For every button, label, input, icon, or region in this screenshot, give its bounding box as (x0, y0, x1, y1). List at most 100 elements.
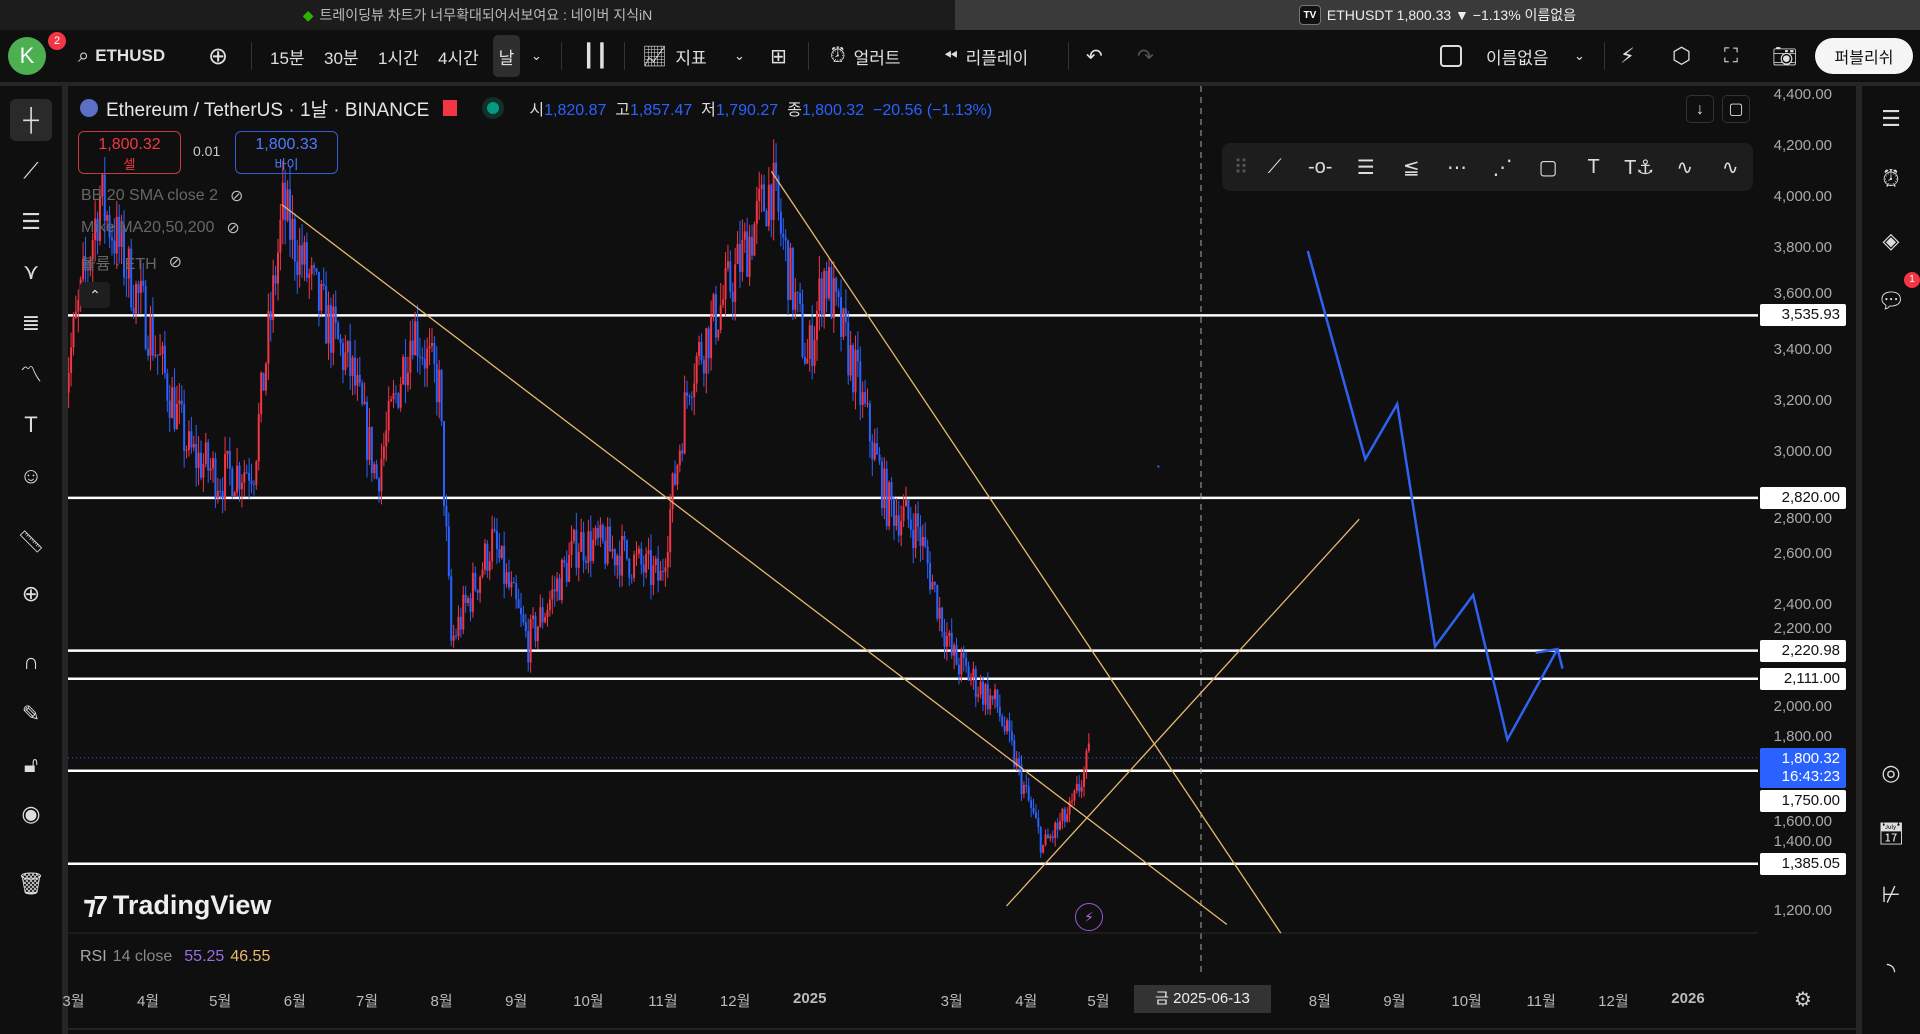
interval-30m[interactable]: 30분 (324, 48, 359, 68)
candle-body (1087, 743, 1090, 751)
bar-countdown: 16:43:23 (1781, 767, 1840, 785)
candle-body (238, 465, 241, 490)
trendline-tool[interactable]: ⟋ (10, 150, 52, 192)
candle-body (796, 292, 799, 294)
browser-tab-tradingview[interactable]: TV ETHUSDT 1,800.33 ▼ −1.13% 이름없음 (955, 0, 1920, 30)
symbol-title[interactable]: Ethereum / TetherUS · 1날 · BINANCE (106, 99, 430, 121)
browser-tab-naver[interactable]: ◆ 트레이딩뷰 차트가 너무확대되어서보여요 : 네이버 지식iN (0, 0, 955, 30)
interval-15m[interactable]: 15분 (270, 48, 305, 68)
candle-body (471, 572, 474, 612)
parallel-channel-icon[interactable]: ☰ (1356, 156, 1375, 179)
lock-drawing-tool[interactable]: ✎ (10, 693, 52, 735)
user-avatar[interactable]: K 2 (8, 30, 66, 82)
candle-body (700, 341, 703, 361)
indicator-volume[interactable]: 볼륨 · ETH ⊘ (81, 250, 182, 274)
horizontal-ray-icon[interactable]: -o- (1307, 155, 1333, 178)
fullscreen-button[interactable]: ⛶ (1724, 30, 1738, 82)
indicator-ma[interactable]: Mike,MA20,50,200 ⊘ (81, 218, 240, 238)
interval-1h[interactable]: 1시간 (378, 48, 419, 68)
crosshair-tool[interactable]: ┼ (10, 99, 52, 141)
redo-button[interactable]: ↷ (1137, 30, 1154, 82)
abc-pattern-icon[interactable]: ∿ (1721, 156, 1739, 179)
short-position-icon[interactable]: ⋰ (1492, 156, 1513, 179)
candle-body (322, 283, 325, 287)
alert-button[interactable]: ⏰︎ 얼러트 (830, 30, 901, 82)
rsi-legend[interactable]: RSI 14 close 55.25 46.55 (80, 948, 270, 966)
calendar-button[interactable]: 📅︎ (1870, 813, 1912, 855)
candle-body (818, 278, 821, 311)
screener-button[interactable]: ◎ (1870, 752, 1912, 794)
price-tick-label: 4,200.00 (1773, 137, 1832, 154)
interval-4h[interactable]: 4시간 (438, 48, 479, 68)
lock-all-tool[interactable]: 🔓︎ (10, 744, 52, 786)
maximize-pane-button[interactable]: ▢ (1722, 95, 1750, 123)
watchlist-button[interactable]: ☰ (1870, 98, 1912, 140)
candle-body (245, 472, 248, 474)
chart-settings-button[interactable]: ⚙︎ (1794, 987, 1812, 1012)
layout-dropdown[interactable]: ⌄ (1574, 30, 1585, 82)
indicator-bb[interactable]: BB 20 SMA close 2 ⊘ (81, 186, 243, 206)
interval-1d[interactable]: 날 (493, 35, 520, 77)
candle-body (527, 631, 530, 663)
settings-button[interactable]: ⬡ (1672, 30, 1691, 82)
ohlc-values: 시1,820.87 고1,857.47 저1,790.27 종1,800.32 … (529, 102, 993, 119)
layouts-button[interactable]: ⊞ (770, 30, 787, 82)
magnet-tool[interactable]: ∩ (10, 641, 52, 683)
drag-handle-icon[interactable]: ⠿ (1233, 156, 1249, 179)
anchored-text-icon[interactable]: T⚓︎ (1624, 156, 1655, 179)
fib-retracement-icon[interactable]: ≦ (1402, 156, 1420, 179)
layout-name[interactable]: 이름없음 (1486, 48, 1549, 68)
alerts-button[interactable]: ⏰︎ (1870, 158, 1912, 200)
candle-body (657, 558, 660, 581)
chart-pane[interactable] (68, 86, 1856, 1034)
candle-body (801, 303, 804, 358)
emoji-tool[interactable]: ☺ (10, 455, 52, 497)
brush-tool[interactable]: 〽 (10, 352, 52, 394)
candle-body (969, 677, 972, 681)
horizontal-lines-icon: ☰ (21, 209, 41, 234)
undo-button[interactable]: ↶ (1086, 30, 1103, 82)
publish-button[interactable]: 퍼블리쉬 (1815, 38, 1913, 74)
eye-hidden-icon[interactable]: ⊘ (168, 254, 183, 271)
trading-panel-button[interactable]: ⊬ (1870, 874, 1912, 916)
events-button[interactable]: ⚡︎ (1075, 903, 1103, 931)
buy-button[interactable]: 1,800.33 바이 (235, 131, 338, 174)
candle-body (649, 550, 652, 585)
compare-symbol-button[interactable]: ⊕ (208, 30, 228, 82)
text-tool[interactable]: T (10, 404, 52, 446)
sell-button[interactable]: 1,800.32 셀 (78, 131, 181, 174)
hide-drawings-tool[interactable]: ◉ (10, 793, 52, 835)
replay-button[interactable]: ⏪︎ 리플레이 (944, 30, 1028, 82)
scroll-to-latest-button[interactable]: ↓ (1686, 95, 1714, 123)
measure-tool[interactable]: 📏︎ (10, 521, 52, 563)
eye-hidden-icon[interactable]: ⊘ (229, 188, 244, 205)
snapshot-button[interactable]: 📷︎ (1772, 30, 1797, 82)
candle-body (151, 317, 154, 356)
layout-toggle[interactable] (1440, 30, 1462, 82)
price-chart[interactable] (68, 86, 1856, 1034)
interval-dropdown[interactable]: ⌄ (531, 30, 542, 82)
collapse-legend-button[interactable]: ⌃ (80, 282, 110, 308)
quick-search-button[interactable]: ⚡︎ (1620, 30, 1635, 82)
text-icon[interactable]: T (1587, 155, 1600, 178)
trend-line-icon[interactable]: ⟋ (1267, 155, 1282, 178)
indicators-button[interactable]: 📈︎ 지표 (642, 30, 707, 82)
chats-button[interactable]: 💬︎ 1 (1870, 272, 1920, 322)
zoom-tool[interactable]: ⊕ (10, 573, 52, 615)
eye-hidden-icon[interactable]: ⊘ (226, 220, 240, 237)
candle-body (654, 558, 657, 566)
long-position-icon[interactable]: ⋯ (1446, 156, 1467, 179)
pattern-tool[interactable]: ⋎ (10, 251, 52, 293)
chart-type-button[interactable]: ┃┃ (582, 30, 609, 82)
streams-button[interactable]: ◝ (1870, 950, 1912, 992)
fib-tool[interactable]: ☰ (10, 201, 52, 243)
symbol-search-button[interactable]: ⌕ ETHUSD (78, 30, 165, 82)
elliott-wave-icon[interactable]: ∿ (1676, 156, 1694, 179)
remove-drawings-tool[interactable]: 🗑︎ (10, 863, 52, 905)
object-tree-button[interactable]: ◈ (1870, 220, 1912, 262)
candle-body (681, 450, 684, 454)
flag-icon[interactable] (443, 100, 458, 116)
indicators-dropdown[interactable]: ⌄ (734, 30, 745, 82)
projection-tool[interactable]: ≣ (10, 302, 52, 344)
rectangle-icon[interactable]: ▢ (1538, 156, 1558, 179)
